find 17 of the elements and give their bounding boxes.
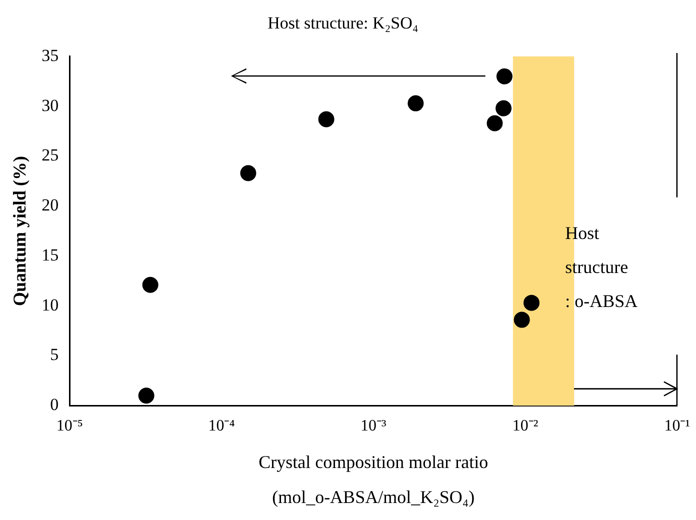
y-tick-label: 10 [42, 295, 59, 314]
y-tick-label: 20 [42, 196, 59, 215]
y-tick-label: 15 [42, 245, 59, 264]
y-tick-label: 0 [50, 395, 59, 414]
y-tick-label: 5 [50, 345, 59, 364]
x-axis-title: Crystal composition molar ratio (mol_o-ABSA/mol_K₂SO₄) [258, 452, 488, 508]
x-tick-label: 10⁻¹ [664, 417, 690, 434]
y-tick-label: 35 [42, 46, 59, 65]
x-tick-label: 10⁻⁴ [208, 417, 236, 434]
y-tick-label: 30 [42, 96, 59, 115]
chart-title: Host structure: K₂SO₄ [268, 14, 418, 33]
x-tick-label: 10⁻² [512, 417, 538, 434]
annotation: Host structure : o-ABSA [565, 223, 638, 312]
y-axis-title: Quantum yield (%) [9, 156, 30, 306]
y-tick-label: 25 [42, 146, 59, 165]
x-tick-label: 10⁻⁵ [56, 417, 83, 434]
x-tick-label: 10⁻³ [360, 417, 386, 434]
